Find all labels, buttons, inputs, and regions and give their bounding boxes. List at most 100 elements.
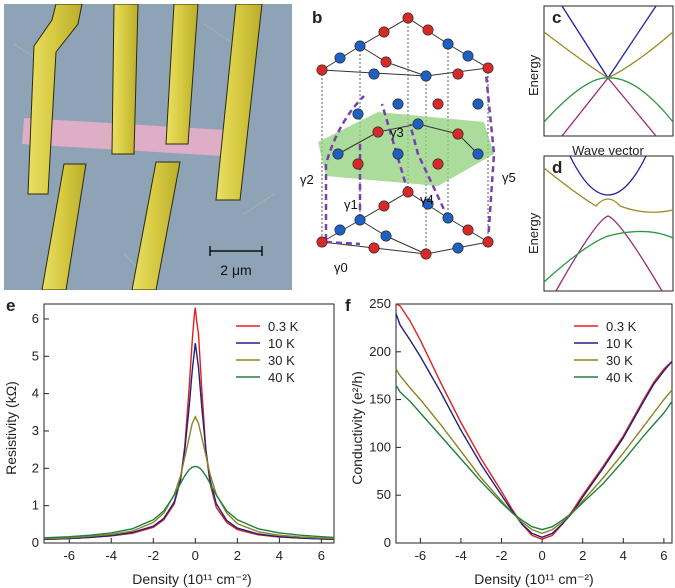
resistivity-ylabel: Resistivity (kΩ) (3, 381, 19, 475)
lattice-atom (402, 186, 414, 198)
lattice-atom (422, 198, 434, 210)
resistivity-legend-label-1: 10 K (268, 336, 295, 351)
panel-letter-b: b (312, 8, 323, 27)
resistivity-xtick-label: 6 (318, 548, 325, 563)
resistivity-legend-label-3: 40 K (268, 370, 295, 385)
gamma-3-label: γ3 (390, 125, 404, 140)
resistivity-xtick-label: -2 (147, 548, 159, 563)
conductivity-xtick-label: -4 (455, 548, 467, 563)
resistivity-series-0 (43, 307, 335, 540)
lattice-atom (354, 40, 366, 52)
conductivity-ytick-label: 200 (369, 344, 391, 359)
gamma-5-label: γ5 (502, 170, 516, 185)
lattice-atom (380, 230, 392, 242)
lattice-atoms (316, 12, 494, 260)
conductivity-ytick-label: 100 (369, 439, 391, 454)
band-d-curve-3 (555, 215, 663, 292)
electrode-bottom-1 (41, 163, 87, 290)
conductivity-series-2 (395, 368, 673, 535)
lattice-atom (402, 12, 414, 24)
lattice-atom (392, 98, 404, 110)
conductivity-legend-label-2: 30 K (606, 353, 633, 368)
lattice-atom (462, 224, 474, 236)
gamma-4-label: γ4 (420, 192, 434, 207)
resistivity-xlabel: Density (10¹¹ cm⁻²) (132, 571, 251, 587)
lattice-atom (432, 98, 444, 110)
lattice-atom (378, 26, 390, 38)
lattice-atom (380, 56, 392, 68)
lattice-atom (452, 128, 464, 140)
lattice-atom (368, 68, 380, 80)
resistivity-chart: -6 -4 -2 0 2 4 6 0 1 2 3 4 5 6 0.3 K 10 K 30 K 40 K Dens… (3, 303, 335, 587)
lattice-atom (334, 224, 346, 236)
lattice-atom (442, 38, 454, 50)
lattice-atom (422, 24, 434, 36)
electrode-top-2 (111, 4, 139, 155)
resistivity-series-3 (43, 465, 335, 539)
conductivity-ytick-label: 250 (369, 296, 391, 311)
resistivity-xtick-label: -6 (63, 548, 75, 563)
lattice-atom (442, 212, 454, 224)
resistivity-frame (43, 303, 335, 544)
band-c-frame (543, 5, 674, 137)
gamma-2-label: γ2 (300, 172, 314, 187)
conductivity-legend-label-0: 0.3 K (606, 319, 637, 334)
resistivity-ytick-label: 5 (32, 348, 39, 363)
lattice-atom (420, 70, 432, 82)
conductivity-ytick-label: 50 (377, 487, 391, 502)
lattice-atom (452, 68, 464, 80)
conductivity-ytick-label: 0 (384, 535, 391, 550)
lattice-atom (420, 248, 432, 260)
conductivity-ylabel: Conductivity (e²/h) (349, 371, 365, 485)
resistivity-ytick-label: 6 (32, 311, 39, 326)
lattice-atom (482, 62, 494, 74)
device-micrograph: 2 μm (4, 4, 292, 290)
resistivity-ytick-label: 3 (32, 423, 39, 438)
lattice-atom (334, 52, 346, 64)
resistivity-xtick-label: 4 (276, 548, 283, 563)
substrate-texture (13, 23, 275, 275)
conductivity-frame (395, 303, 673, 544)
lattice-atom (316, 64, 328, 76)
conductivity-chart: -6 -4 -2 0 2 4 6 0 50 100 150 200 250 0.3 K 10 K 30 K 4… (349, 296, 673, 587)
band-c-curve-2 (561, 76, 657, 137)
resistivity-series-1 (43, 343, 335, 540)
conductivity-legend-label-3: 40 K (606, 370, 633, 385)
resistivity-xtick-label: -4 (105, 548, 117, 563)
band-d-ylabel: Energy (526, 212, 541, 254)
lattice-atom (412, 118, 424, 130)
resistivity-axes: -6 -4 -2 0 2 4 6 0 1 2 3 4 5 6 (32, 303, 335, 563)
conductivity-series-0 (395, 303, 673, 540)
hopping-paths (324, 73, 496, 246)
resistivity-legend-label-0: 0.3 K (268, 319, 299, 334)
lattice-atom (368, 242, 380, 254)
lattice-atom (352, 158, 364, 170)
lattice-atom (472, 148, 484, 160)
electrode-top-3 (165, 4, 199, 145)
electrode-bottom-2 (131, 161, 181, 290)
lattice-atom (378, 200, 390, 212)
conductivity-series-3 (395, 384, 673, 531)
lattice-atom (354, 214, 366, 226)
conductivity-series (395, 303, 673, 540)
resistivity-legend: 0.3 K 10 K 30 K 40 K (236, 319, 299, 385)
panel-letter-d: d (552, 158, 563, 177)
resistivity-series-2 (43, 415, 335, 540)
lattice-atom (332, 148, 344, 160)
lattice-atom (392, 148, 404, 160)
lattice-atom (352, 108, 364, 120)
resistivity-ytick-label: 1 (32, 498, 39, 513)
panel-letter-f: f (345, 296, 351, 315)
panel-letter-c: c (552, 8, 562, 27)
lattice-atom (432, 158, 444, 170)
band-d-curve-1 (569, 155, 647, 196)
panel-letter-e: e (6, 296, 16, 315)
conductivity-series-1 (395, 313, 673, 539)
band-d-curve-2 (543, 167, 674, 213)
lattice-atom (316, 236, 328, 248)
conductivity-xtick-label: -6 (415, 548, 427, 563)
band-structure-c: Energy Wave vector (526, 5, 674, 158)
lattice-atom (472, 98, 484, 110)
lattice-atom (462, 50, 474, 62)
electrode-top-1 (27, 4, 83, 195)
